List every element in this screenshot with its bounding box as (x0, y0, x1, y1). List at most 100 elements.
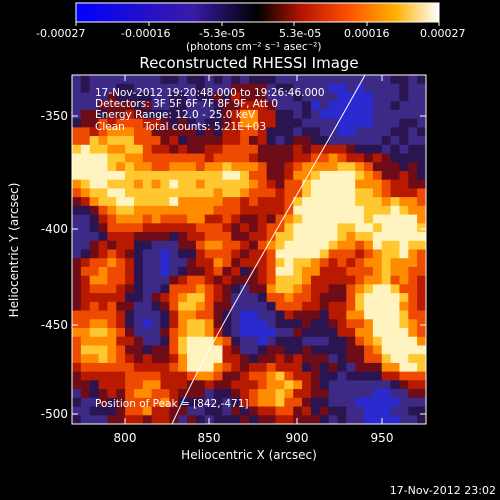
image-pixel (399, 258, 409, 268)
image-pixel (257, 336, 267, 346)
image-pixel (107, 118, 117, 128)
image-pixel (310, 371, 321, 381)
image-pixel (187, 109, 197, 119)
image-pixel (178, 109, 188, 119)
image-pixel (310, 362, 321, 372)
image-pixel (275, 214, 285, 224)
image-pixel (372, 301, 383, 311)
image-pixel (195, 136, 206, 146)
image-pixel (372, 240, 383, 250)
image-pixel (266, 275, 276, 285)
x-tick-label: 800 (114, 431, 137, 445)
image-pixel (364, 275, 374, 285)
image-pixel (133, 197, 144, 207)
image-pixel (151, 380, 161, 390)
image-pixel (160, 415, 170, 424)
image-pixel (257, 319, 267, 329)
image-pixel (310, 397, 321, 407)
image-pixel (204, 223, 214, 233)
image-pixel (310, 179, 321, 189)
image-pixel (293, 75, 303, 85)
image-pixel (187, 415, 197, 424)
image-pixel (240, 144, 250, 154)
image-pixel (355, 266, 365, 276)
image-pixel (399, 162, 409, 172)
image-pixel (231, 214, 241, 224)
image-pixel (133, 345, 144, 355)
image-pixel (381, 232, 391, 242)
image-pixel (125, 371, 135, 381)
image-pixel (275, 144, 285, 154)
image-pixel (116, 389, 126, 399)
image-pixel (151, 205, 161, 215)
image-pixel (337, 179, 347, 189)
image-pixel (284, 118, 294, 128)
image-pixel (266, 144, 276, 154)
image-pixel (142, 188, 152, 198)
image-pixel (72, 380, 82, 390)
image-pixel (195, 354, 206, 364)
image-pixel (222, 397, 232, 407)
image-pixel (178, 223, 188, 233)
image-pixel (408, 362, 418, 372)
image-pixel (310, 153, 321, 163)
image-pixel (213, 136, 223, 146)
image-pixel (399, 266, 409, 276)
image-pixel (399, 144, 409, 154)
image-pixel (125, 406, 135, 416)
image-pixel (417, 118, 426, 128)
image-pixel (133, 319, 144, 329)
image-pixel (178, 249, 188, 259)
image-pixel (319, 223, 329, 233)
y-tick-label: -450 (41, 318, 68, 332)
image-pixel (346, 240, 356, 250)
image-pixel (390, 179, 400, 189)
image-pixel (284, 345, 294, 355)
image-pixel (142, 197, 152, 207)
image-pixel (72, 214, 82, 224)
x-axis-ticks (124, 75, 383, 424)
image-pixel (408, 188, 418, 198)
image-pixel (399, 284, 409, 294)
image-pixel (399, 170, 409, 180)
image-pixel (240, 179, 250, 189)
image-pixel (390, 328, 400, 338)
image-pixel (364, 109, 374, 119)
image-pixel (160, 75, 170, 85)
image-pixel (213, 389, 223, 399)
image-pixel (107, 310, 117, 320)
image-pixel (390, 223, 400, 233)
image-pixel (346, 275, 356, 285)
image-pixel (355, 197, 365, 207)
image-pixel (204, 397, 214, 407)
image-pixel (231, 328, 241, 338)
image-pixel (133, 354, 144, 364)
image-pixel (284, 179, 294, 189)
image-pixel (257, 240, 267, 250)
image-area (72, 75, 426, 424)
image-pixel (195, 223, 206, 233)
image-pixel (142, 371, 152, 381)
image-pixel (381, 118, 391, 128)
image-pixel (417, 92, 426, 102)
image-pixel (89, 162, 99, 172)
image-pixel (133, 258, 144, 268)
image-pixel (381, 83, 391, 93)
image-pixel (275, 232, 285, 242)
image-pixel (116, 415, 126, 424)
image-pixel (319, 406, 329, 416)
image-pixel (142, 75, 152, 85)
image-pixel (89, 153, 99, 163)
image-pixel (222, 101, 232, 111)
image-pixel (178, 214, 188, 224)
image-pixel (302, 266, 312, 276)
image-pixel (133, 127, 144, 137)
image-pixel (160, 319, 170, 329)
image-pixel (240, 118, 250, 128)
image-pixel (381, 266, 391, 276)
image-pixel (80, 406, 90, 416)
image-pixel (213, 301, 223, 311)
image-pixel (187, 153, 197, 163)
image-pixel (187, 249, 197, 259)
image-pixel (266, 214, 276, 224)
